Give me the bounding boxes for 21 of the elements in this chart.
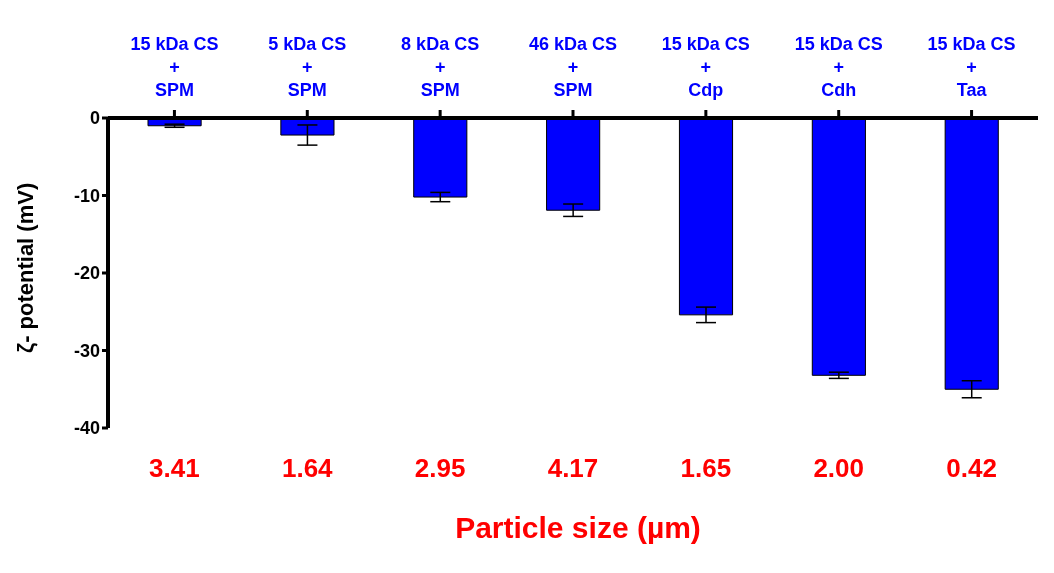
- x-tick-label: 15 kDa CS + SPM: [130, 34, 219, 100]
- x-tick-label: 46 kDa CS + SPM: [528, 34, 618, 100]
- text: 1.65: [679, 453, 733, 484]
- x-axis-title: Particle size (µm): [454, 511, 702, 545]
- text: 0.42: [945, 453, 998, 484]
- x-tick-label: 5 kDa CS + SPM: [268, 34, 347, 100]
- y-tick-label: 0: [89, 108, 100, 129]
- text: 4.17: [546, 453, 600, 484]
- y-tick-label: -40: [73, 418, 100, 439]
- text: 2.00: [812, 453, 865, 484]
- y-axis-title: ζ- potential (mV): [12, 182, 38, 353]
- y-tick-label: -10: [73, 185, 100, 206]
- x-tick-label: 15 kDa CS + Taa: [927, 34, 1016, 100]
- x-tick-label: 8 kDa CS + SPM: [401, 34, 480, 100]
- y-tick-label: -30: [73, 340, 100, 361]
- text: 3.41: [148, 453, 201, 484]
- text: 1.64: [280, 453, 334, 484]
- x-tick-label: 15 kDa CS + Cdp: [661, 34, 750, 100]
- x-tick-label: 15 kDa CS + Cdh: [794, 34, 883, 100]
- text: 2.95: [413, 453, 467, 484]
- y-tick-label: -20: [73, 263, 100, 284]
